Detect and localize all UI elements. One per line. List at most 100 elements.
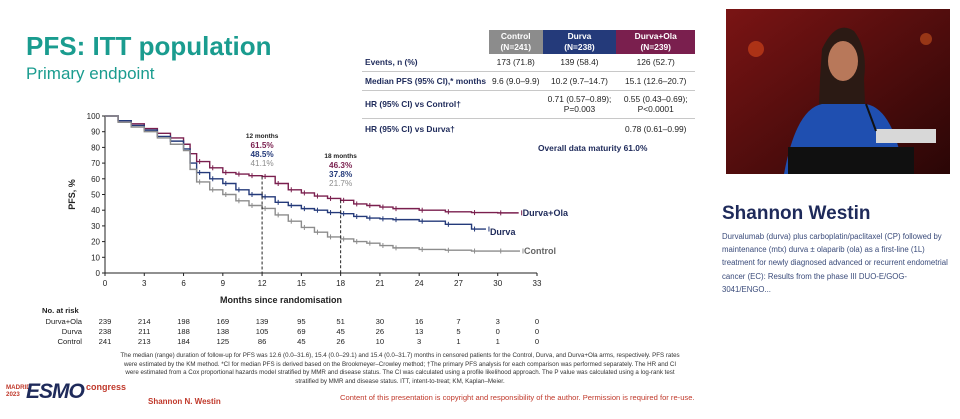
stats-row-hr-durva: HR (95% CI) vs Durva† 0.78 (0.61–0.99) — [365, 124, 687, 135]
at-risk-cell: 214 — [137, 317, 151, 326]
stats-row-hr-control: HR (95% CI) vs Control† 0.71 (0.57–0.89)… — [362, 90, 695, 119]
x-tick-label: 6 — [181, 279, 186, 288]
at-risk-row-label: Durva+Ola — [45, 317, 82, 326]
series-label-durva: Durva — [490, 227, 517, 237]
at-risk-cell: 95 — [297, 317, 306, 326]
annotation-value: 48.5% — [250, 150, 274, 159]
stats-row-median-pfs: Median PFS (95% CI),* months 9.6 (9.0–9.… — [362, 71, 695, 91]
x-tick-label: 21 — [375, 279, 384, 288]
stats-header-empty — [362, 30, 489, 54]
annotation-value: 61.5% — [250, 141, 274, 150]
x-tick-label: 18 — [336, 279, 345, 288]
y-tick-label: 40 — [91, 206, 100, 215]
speaker-video[interactable] — [726, 9, 950, 174]
series-label-durva_ola: Durva+Ola — [523, 208, 569, 218]
x-tick-label: 0 — [103, 279, 108, 288]
x-tick-label: 27 — [454, 279, 463, 288]
at-risk-cell: 138 — [216, 327, 230, 336]
x-tick-label: 24 — [415, 279, 424, 288]
y-tick-label: 70 — [91, 159, 100, 168]
at-risk-cell: 0 — [534, 327, 540, 336]
at-risk-cell: 1 — [456, 337, 461, 346]
at-risk-cell: 184 — [177, 337, 190, 346]
x-axis-title: Months since randomisation — [220, 295, 342, 305]
at-risk-cell: 5 — [456, 327, 461, 336]
y-tick-label: 60 — [91, 175, 100, 184]
at-risk-cell: 51 — [336, 317, 345, 326]
at-risk-cell: 30 — [375, 317, 385, 326]
logo-congress: congress — [86, 382, 127, 392]
data-maturity: Overall data maturity 61.0% — [538, 143, 648, 153]
at-risk-cell: 169 — [216, 317, 230, 326]
slide-subtitle: Primary endpoint — [26, 64, 155, 83]
x-tick-label: 3 — [142, 279, 147, 288]
stats-header-durva: Durva (N=238) — [542, 30, 617, 54]
y-tick-label: 80 — [91, 143, 100, 152]
at-risk-cell: 69 — [297, 327, 306, 336]
at-risk-cell: 211 — [138, 327, 151, 336]
stats-header-row: Control (N=241) Durva (N=238) Durva+Ola (N=… — [362, 30, 695, 54]
pfs-stats-table: Control (N=241) Durva (N=238) Durva+Ola (N=… — [362, 30, 695, 140]
annotation-value: 46.3% — [329, 161, 353, 170]
at-risk-cell: 7 — [456, 317, 461, 326]
x-tick-label: 12 — [258, 279, 267, 288]
at-risk-cell: 0 — [495, 327, 500, 336]
at-risk-cell: 26 — [336, 337, 345, 346]
at-risk-cell: 213 — [137, 337, 151, 346]
at-risk-cell: 238 — [98, 327, 112, 336]
km-curve-durva — [105, 115, 486, 230]
at-risk-cell: 3 — [495, 317, 500, 326]
x-tick-label: 9 — [221, 279, 226, 288]
annotation-month: 18 months — [324, 153, 357, 160]
y-tick-label: 90 — [91, 128, 100, 137]
at-risk-row-label: Durva — [61, 327, 82, 336]
speaker-image — [726, 9, 950, 174]
at-risk-cell: 198 — [177, 317, 190, 326]
footnote: The median (range) duration of follow-up… — [120, 352, 680, 385]
km-chart: 0 10 20 30 40 50 60 70 80 90 100 0 3 6 9 12 15 18 21 24 27 30… — [67, 112, 569, 305]
at-risk-header: No. at risk — [42, 306, 79, 315]
x-tick-label: 15 — [297, 279, 306, 288]
x-tick-label: 33 — [533, 279, 542, 288]
at-risk-cell: 139 — [255, 317, 269, 326]
stats-header-durva-ola: Durva+Ola (N=239) — [616, 30, 695, 54]
y-tick-label: 30 — [91, 222, 100, 231]
at-risk-cell: 0 — [534, 337, 540, 346]
talk-description: Durvalumab (durva) plus carboplatin/pacl… — [722, 232, 948, 294]
y-tick-label: 50 — [91, 191, 100, 200]
y-tick-label: 0 — [96, 269, 101, 278]
presentation-slide: PFS: ITT population Primary endpoint Con… — [6, 30, 695, 414]
at-risk-cell: 86 — [257, 337, 267, 346]
esmo-logo: MADRID 2023 ESMO congress — [6, 378, 146, 414]
annotation-value: 37.8% — [329, 170, 353, 179]
y-tick-label: 10 — [91, 253, 100, 262]
at-risk-cell: 125 — [216, 337, 230, 346]
y-tick-label: 100 — [87, 112, 101, 121]
stats-header-control: Control (N=241) — [489, 30, 543, 54]
annotation-month: 12 months — [246, 133, 279, 140]
annotation-value: 41.1% — [250, 159, 273, 168]
annotation-value: 21.7% — [329, 179, 352, 188]
at-risk-row-label: Control — [57, 337, 82, 346]
slide-title: PFS: ITT population — [26, 31, 272, 61]
speaker-name: Shannon Westin — [722, 203, 871, 224]
at-risk-cell: 45 — [336, 327, 345, 336]
at-risk-cell: 10 — [375, 337, 385, 346]
series-label-control: Control — [524, 246, 556, 256]
at-risk-cell: 3 — [417, 337, 422, 346]
at-risk-cell: 45 — [297, 337, 306, 346]
at-risk-cell: 0 — [534, 317, 540, 326]
at-risk-cell: 188 — [177, 327, 190, 336]
at-risk-cell: 26 — [375, 327, 385, 336]
at-risk-cell: 239 — [98, 317, 112, 326]
at-risk-cell: 241 — [98, 337, 112, 346]
km-curve-control — [105, 115, 520, 252]
at-risk-cell: 13 — [414, 327, 424, 336]
copyright-notice: Content of this presentation is copyrigh… — [340, 393, 695, 402]
presenter-name: Shannon N. Westin — [148, 397, 221, 406]
y-axis-title: PFS, % — [67, 179, 77, 210]
at-risk-cell: 1 — [495, 337, 500, 346]
at-risk-cell: 16 — [414, 317, 424, 326]
logo-city: MADRID 2023 — [6, 384, 31, 398]
x-tick-label: 30 — [493, 279, 502, 288]
